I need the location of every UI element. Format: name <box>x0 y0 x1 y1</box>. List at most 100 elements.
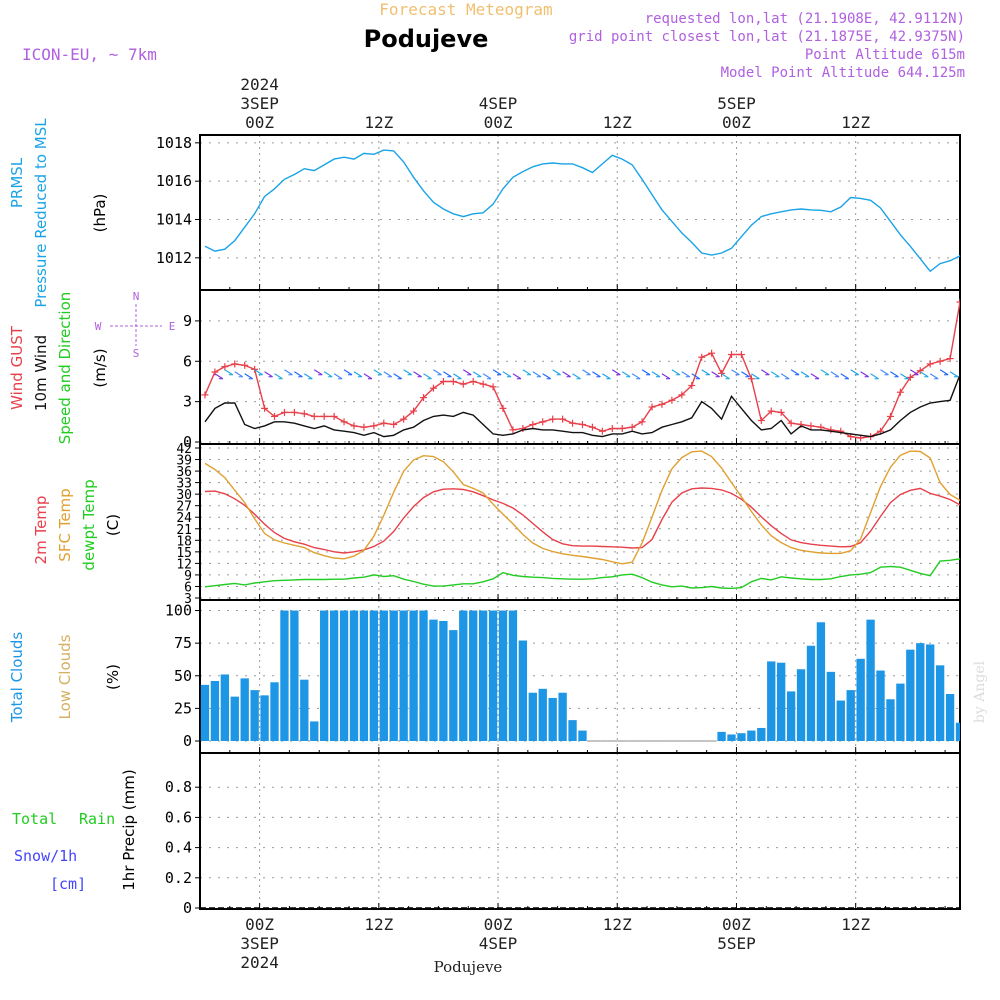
snow-units-label: [cm] <box>50 875 86 893</box>
total-cloud-bar <box>459 610 468 741</box>
wind-arrow <box>552 369 561 376</box>
ytick-label: 12 <box>176 557 192 572</box>
gust-marker <box>241 361 249 369</box>
total-cloud-bar <box>896 683 905 741</box>
gust-marker <box>728 351 736 359</box>
time-label: 5SEP <box>717 934 756 953</box>
ytick-label: 39 <box>176 454 192 469</box>
gust-marker <box>320 412 328 420</box>
wind-arrow <box>840 373 850 380</box>
low-cloud-bar <box>980 737 983 741</box>
ytick-label: 1012 <box>156 249 192 267</box>
gust-marker <box>201 391 209 399</box>
time-label: 00Z <box>245 113 274 132</box>
gust-marker <box>767 407 775 415</box>
gust-marker <box>420 394 428 402</box>
total-cloud-bar <box>955 722 960 741</box>
gust-marker <box>290 408 298 416</box>
wind-arrow <box>433 369 442 376</box>
time-label: 00Z <box>484 915 513 934</box>
gust-marker <box>916 367 924 375</box>
total-cloud-bar <box>469 610 478 741</box>
gust-label: Wind GUST <box>8 325 26 410</box>
precip-panel: Total Rain Snow/1h [cm] 1hr Precip (mm) … <box>12 752 961 917</box>
wind-arrow <box>661 373 671 380</box>
gust-marker <box>797 421 805 429</box>
total-cloud-bar <box>369 610 379 741</box>
total-cloud-bar <box>935 665 945 741</box>
total-cloud-bar <box>786 691 796 741</box>
wind-arrow <box>602 373 611 380</box>
total-clouds-label: Total Clouds <box>8 632 26 724</box>
total-cloud-bar <box>260 695 269 741</box>
ytick-label: 30 <box>176 488 192 503</box>
ytick-label: 1014 <box>156 211 192 229</box>
gust-marker <box>678 391 686 399</box>
gust-marker <box>996 351 1000 358</box>
wind-arrow <box>691 373 701 380</box>
time-label: 4SEP <box>479 934 518 953</box>
ytick-label: 21 <box>176 523 192 538</box>
wind-arrow <box>760 369 770 376</box>
wind-arrow <box>572 373 581 380</box>
ytick-label: 0 <box>183 433 192 451</box>
total-cloud-bar <box>528 692 537 741</box>
wind-arrow <box>870 373 879 380</box>
compass-e: E <box>169 320 176 333</box>
wind-arrow <box>731 369 740 376</box>
total-cloud-bar <box>210 680 220 741</box>
wind-arrow <box>790 369 800 376</box>
series-precip <box>200 907 960 909</box>
total-cloud-bar <box>478 610 488 741</box>
total-cloud-bar <box>945 694 955 741</box>
low-clouds-label: Low Clouds <box>56 634 74 719</box>
total-label: Total <box>12 810 57 828</box>
total-cloud-bar <box>518 640 528 741</box>
time-label: 12Z <box>603 113 632 132</box>
ytick-label: 15 <box>176 546 192 561</box>
total-cloud-bar <box>757 727 766 741</box>
total-cloud-bar <box>747 730 756 741</box>
wind-arrow <box>721 373 730 380</box>
compass-s: S <box>133 347 140 360</box>
gust-marker <box>489 383 497 391</box>
gust-marker <box>519 425 527 433</box>
time-label: 00Z <box>722 915 751 934</box>
panel-frame-pressure <box>199 134 961 291</box>
wind-arrow <box>770 371 780 378</box>
wind-arrow <box>820 369 830 376</box>
time-label: 2024 <box>240 953 279 972</box>
gust-marker <box>737 351 745 359</box>
footer-station: Podujeve <box>434 958 503 976</box>
ytick-label: 33 <box>176 477 192 492</box>
gust-marker <box>906 373 914 381</box>
total-cloud-bar <box>777 662 786 741</box>
gust-marker <box>668 396 676 404</box>
wind-arrow <box>611 369 621 376</box>
panel-frame-wind <box>199 289 961 445</box>
total-cloud-bar <box>329 610 339 741</box>
wind-arrow <box>582 369 591 376</box>
gust-marker <box>598 427 606 435</box>
total-cloud-bar <box>200 684 210 741</box>
gust-marker <box>410 407 418 415</box>
ytick-label: 24 <box>176 511 192 526</box>
gust-marker <box>698 353 706 361</box>
model-name: ICON-EU, ~ 7km <box>22 45 157 64</box>
wind-arrow <box>671 369 681 376</box>
series-clouds <box>200 610 983 742</box>
total-cloud-bar <box>836 700 845 741</box>
ytick-label: 0.8 <box>165 778 192 796</box>
wind-arrow <box>453 373 462 380</box>
gust-marker <box>330 412 338 420</box>
wind-arrow <box>383 371 393 378</box>
gust-marker <box>360 423 368 431</box>
ytick-label: 3 <box>184 592 192 607</box>
wind-arrow <box>830 371 840 378</box>
wind-arrow <box>800 371 810 378</box>
gust-marker <box>588 423 596 431</box>
wind-arrow <box>562 371 571 378</box>
